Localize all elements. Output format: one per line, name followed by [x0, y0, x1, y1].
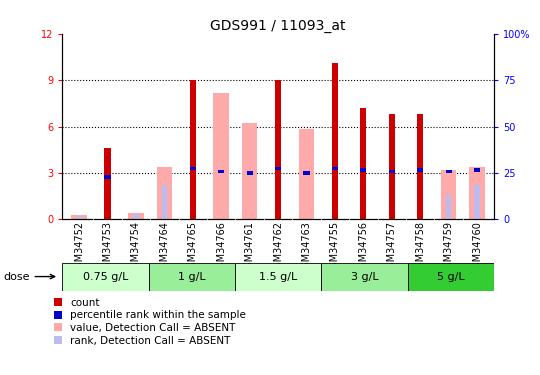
- Bar: [469, 167, 485, 219]
- Text: 1.5 g/L: 1.5 g/L: [259, 272, 297, 282]
- Bar: [190, 166, 196, 170]
- Bar: [321, 262, 408, 291]
- Bar: [303, 171, 309, 175]
- Bar: [190, 80, 196, 219]
- Bar: [235, 262, 321, 291]
- Bar: [71, 215, 87, 219]
- Bar: [62, 262, 149, 291]
- Bar: [417, 168, 423, 172]
- Text: GSM34765: GSM34765: [188, 220, 198, 274]
- Text: 3 g/L: 3 g/L: [350, 272, 379, 282]
- Bar: [104, 175, 111, 178]
- Bar: [275, 80, 281, 219]
- Bar: [441, 170, 456, 219]
- Bar: [213, 93, 229, 219]
- Text: 0.75 g/L: 0.75 g/L: [83, 272, 128, 282]
- Bar: [242, 123, 258, 219]
- Text: GSM34763: GSM34763: [301, 220, 312, 273]
- Bar: [474, 168, 480, 172]
- Text: GSM34759: GSM34759: [444, 220, 454, 274]
- Text: GSM34757: GSM34757: [387, 220, 397, 274]
- Title: GDS991 / 11093_at: GDS991 / 11093_at: [211, 19, 346, 33]
- Bar: [360, 108, 367, 219]
- Bar: [446, 195, 451, 219]
- Text: GSM34758: GSM34758: [415, 220, 425, 274]
- Bar: [417, 114, 423, 219]
- Legend: count, percentile rank within the sample, value, Detection Call = ABSENT, rank, : count, percentile rank within the sample…: [54, 298, 246, 345]
- Bar: [157, 167, 172, 219]
- Bar: [389, 170, 395, 173]
- Text: GSM34754: GSM34754: [131, 220, 141, 274]
- Text: 1 g/L: 1 g/L: [178, 272, 206, 282]
- Text: GSM34766: GSM34766: [216, 220, 226, 273]
- Bar: [332, 63, 338, 219]
- Bar: [360, 168, 367, 172]
- Bar: [332, 166, 338, 170]
- Text: GSM34755: GSM34755: [330, 220, 340, 274]
- Bar: [299, 129, 314, 219]
- Bar: [162, 185, 167, 219]
- Bar: [408, 262, 494, 291]
- Bar: [275, 166, 281, 170]
- Bar: [128, 213, 144, 219]
- Text: GSM34762: GSM34762: [273, 220, 283, 274]
- Bar: [218, 170, 225, 173]
- Text: 5 g/L: 5 g/L: [437, 272, 465, 282]
- Bar: [446, 170, 452, 173]
- Bar: [148, 262, 235, 291]
- Text: GSM34756: GSM34756: [359, 220, 368, 274]
- Bar: [247, 171, 253, 175]
- Text: GSM34753: GSM34753: [103, 220, 112, 274]
- Bar: [133, 214, 139, 219]
- Text: GSM34760: GSM34760: [472, 220, 482, 273]
- Bar: [104, 148, 111, 219]
- Text: dose: dose: [3, 272, 55, 282]
- Bar: [475, 185, 480, 219]
- Text: GSM34764: GSM34764: [159, 220, 170, 273]
- Text: GSM34752: GSM34752: [74, 220, 84, 274]
- Bar: [77, 216, 82, 219]
- Bar: [389, 114, 395, 219]
- Text: GSM34761: GSM34761: [245, 220, 255, 273]
